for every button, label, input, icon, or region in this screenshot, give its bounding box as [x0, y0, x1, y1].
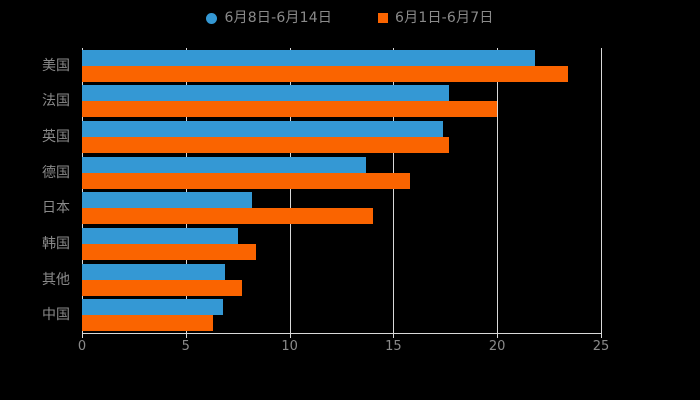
- plot-area: 美国法国英国德国日本韩国其他中国: [42, 48, 602, 333]
- legend-square-marker-icon: [378, 13, 389, 23]
- x-axis-tick: [601, 333, 602, 338]
- x-axis-tick-label: 25: [592, 339, 610, 354]
- x-axis-tick: [393, 333, 395, 338]
- x-axis-tick-label: 15: [385, 339, 402, 354]
- bar-0[interactable]: [82, 49, 535, 66]
- chart-legend: 6月8日-6月14日 6月1日-6月7日: [0, 6, 700, 30]
- x-axis-tick: [82, 333, 83, 338]
- category-label: 英国: [42, 129, 70, 146]
- bar-1[interactable]: [82, 65, 568, 82]
- chart-row: 中国: [42, 297, 601, 333]
- x-axis-tick-label: 20: [488, 339, 506, 354]
- gridline: [393, 48, 395, 333]
- bar-0[interactable]: [82, 156, 367, 173]
- legend-label-series-0: 6月8日-6月14日: [224, 10, 333, 26]
- x-axis-line: [82, 333, 602, 334]
- bar-0[interactable]: [82, 121, 444, 138]
- chart-row: 法国: [42, 84, 601, 120]
- category-label: 美国: [42, 57, 70, 74]
- chart-row: 日本: [42, 191, 601, 227]
- legend-entry-series-1[interactable]: 6月1日-6月7日: [378, 11, 493, 25]
- x-axis-tick: [289, 333, 291, 338]
- gridline: [82, 48, 83, 333]
- legend-circle-marker-icon: [206, 12, 218, 24]
- x-axis-tick: [185, 333, 187, 338]
- bar-1[interactable]: [82, 101, 498, 118]
- chart-row: 英国: [42, 119, 601, 155]
- category-label: 其他: [42, 271, 70, 288]
- category-label: 法国: [42, 93, 70, 110]
- gridline: [601, 48, 602, 333]
- gridline: [497, 48, 499, 333]
- bar-0[interactable]: [82, 263, 226, 280]
- bar-0[interactable]: [82, 85, 450, 102]
- bar-1[interactable]: [82, 137, 450, 154]
- category-label: 德国: [42, 164, 70, 181]
- x-axis-tick-label: 10: [281, 339, 298, 354]
- category-label: 中国: [42, 307, 70, 324]
- x-axis-tick-label: 5: [181, 339, 190, 354]
- bar-1[interactable]: [82, 208, 373, 225]
- chart-row: 德国: [42, 155, 601, 191]
- legend-label-series-1: 6月1日-6月7日: [395, 10, 494, 26]
- gridline: [289, 48, 291, 333]
- bar-0[interactable]: [82, 192, 253, 209]
- bar-0[interactable]: [82, 299, 224, 316]
- bar-1[interactable]: [82, 315, 213, 332]
- bar-1[interactable]: [82, 279, 242, 296]
- chart-row: 其他: [42, 262, 601, 298]
- x-axis-tick: [497, 333, 499, 338]
- chart-row: 韩国: [42, 226, 601, 262]
- gridline: [185, 48, 187, 333]
- bar-1[interactable]: [82, 172, 410, 189]
- category-label: 韩国: [42, 235, 70, 252]
- chart-row: 美国: [42, 48, 601, 84]
- bar-1[interactable]: [82, 243, 257, 260]
- category-label: 日本: [42, 200, 70, 217]
- legend-entry-series-0[interactable]: 6月8日-6月14日: [206, 11, 332, 25]
- x-axis-tick-label: 0: [77, 339, 87, 354]
- bar-0[interactable]: [82, 227, 238, 244]
